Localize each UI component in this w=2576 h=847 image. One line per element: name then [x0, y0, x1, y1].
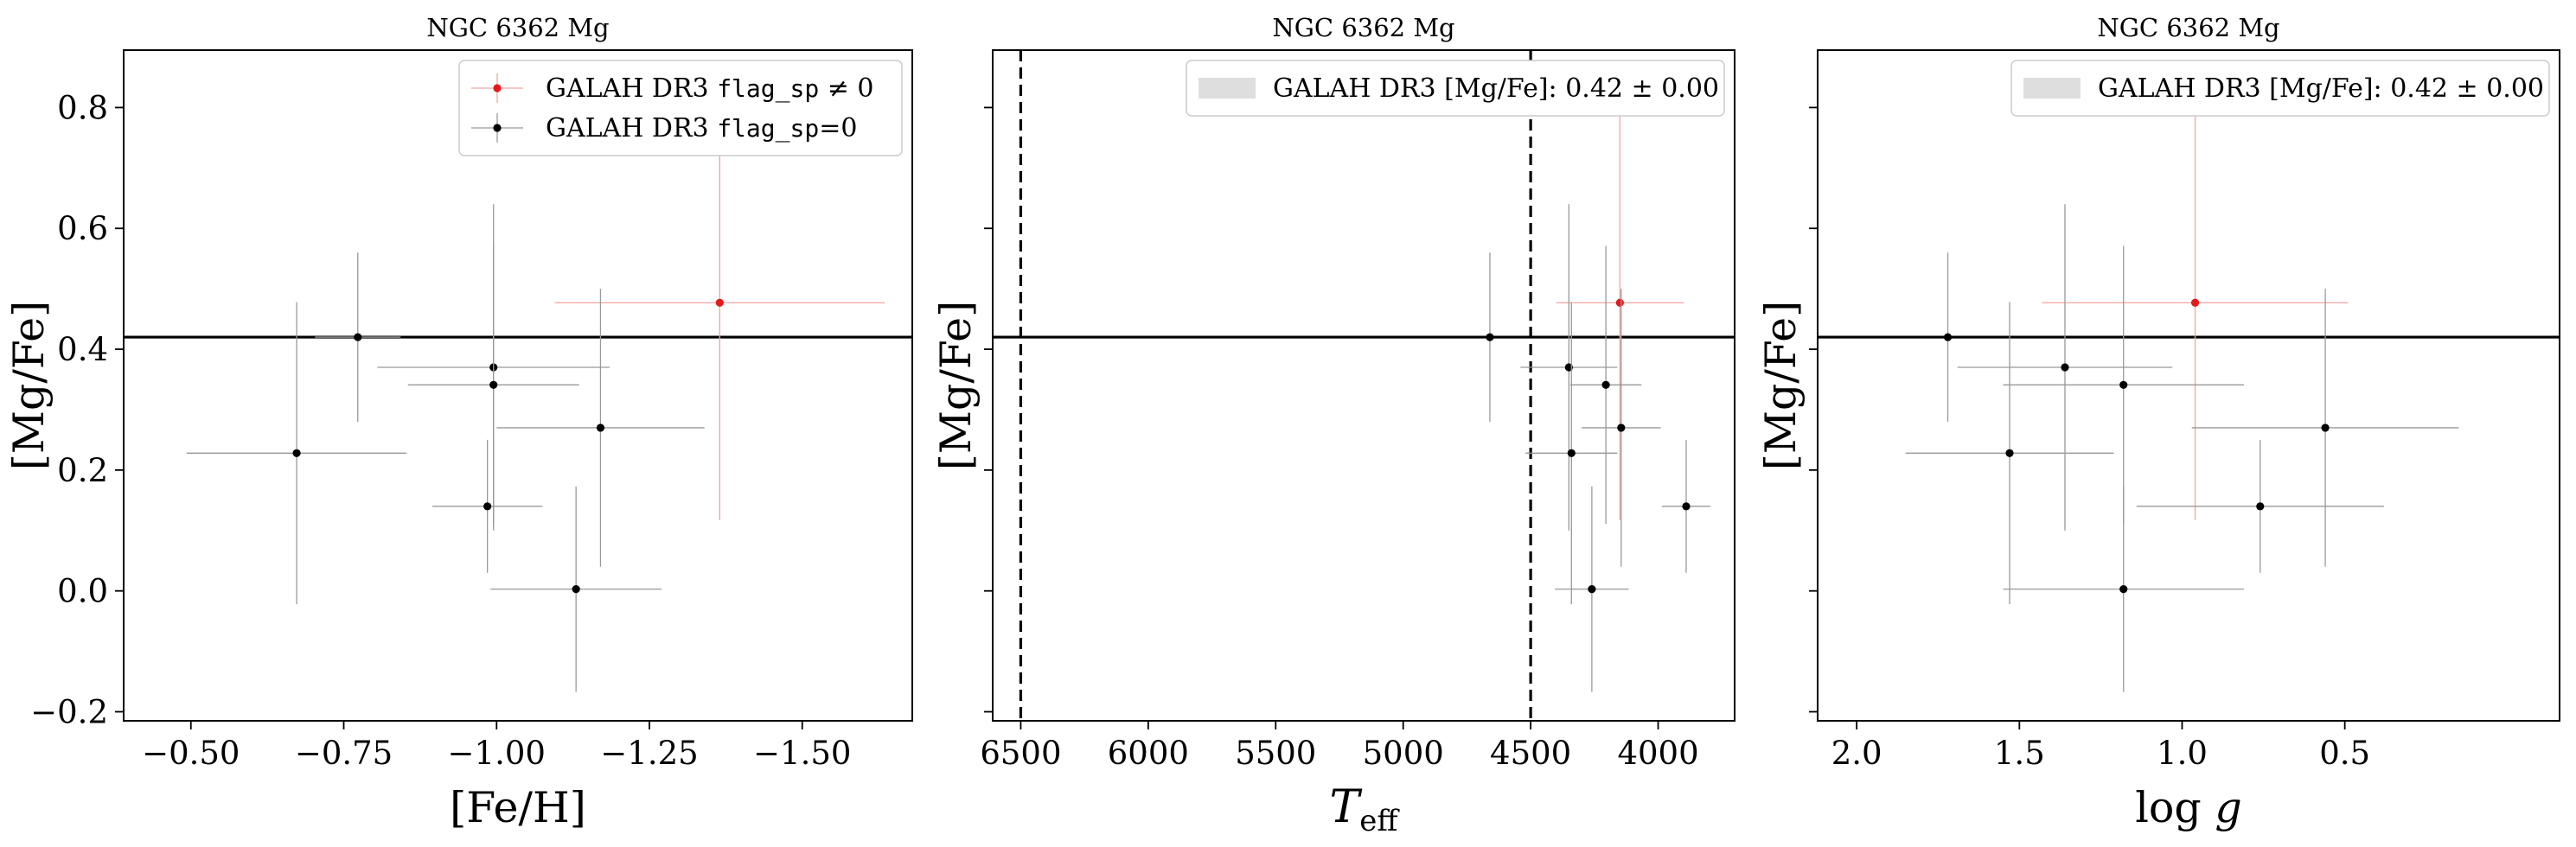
unflagged-point [1661, 439, 1710, 573]
x-axis-label: Teff [1330, 781, 1401, 838]
data-marker [2061, 363, 2069, 372]
unflagged-point [496, 289, 705, 567]
panel-1: −0.50 −0.75 −1.00 −1.25 −1.50 −0.2 0.0 0.2 0.4 0.… [4, 13, 913, 832]
axes-frame [1817, 49, 2560, 722]
data-marker [2256, 502, 2265, 511]
legend: GALAH DR3 [Mg/Fe]: 0.42 ± 0.00 [2010, 60, 2550, 117]
data-marker [715, 298, 724, 307]
y-tick-label: 0.6 [57, 210, 108, 247]
x-tick-label: 1.0 [2157, 735, 2208, 772]
unflagged-point [2191, 289, 2459, 567]
unflagged-point [1555, 486, 1629, 692]
flagged-point [554, 85, 885, 520]
unflagged-point [1905, 302, 2114, 605]
data-marker [1567, 449, 1576, 457]
axes-frame [123, 49, 913, 722]
plot-area [993, 50, 1735, 721]
data-marker [1486, 333, 1494, 341]
legend-label: GALAH DR3 [Mg/Fe]: 0.42 ± 0.00 [1273, 73, 1719, 104]
data-marker [2321, 424, 2330, 432]
legend: GALAH DR3 [Mg/Fe]: 0.42 ± 0.00 [1186, 60, 1725, 117]
panel-3: 2.0 1.5 1.0 0.5 NGC 6362 Mg [Mg/Fe] log g GALAH… [1756, 13, 2560, 832]
legend-marker-dot [493, 124, 502, 132]
unflagged-point [186, 302, 407, 605]
unflagged-point [2003, 486, 2244, 692]
x-tick-label: 6500 [980, 735, 1061, 772]
data-marker [1601, 380, 1610, 389]
flagged-point [1556, 85, 1684, 520]
data-marker [572, 584, 580, 594]
x-tick-label: −1.25 [600, 735, 698, 772]
x-axis-label: [Fe/H] [450, 783, 586, 832]
data-marker [354, 333, 362, 341]
unflagged-point [1520, 204, 1618, 531]
data-marker [1943, 333, 1953, 341]
panel-title: NGC 6362 Mg [1272, 13, 1454, 42]
unflagged-point [1957, 204, 2173, 531]
axes-frame [992, 49, 1735, 722]
y-tick-label: 0.4 [57, 331, 108, 368]
x-tick-label: 2.0 [1831, 735, 1882, 772]
unflagged-point [407, 245, 579, 525]
y-axis-label: [Mg/Fe] [931, 301, 981, 471]
unflagged-point [432, 439, 543, 573]
legend-frame [458, 60, 903, 156]
panel-2: 6500 6000 5500 5000 4500 4000 NGC 6362 Mg [Mg/F… [931, 13, 1735, 838]
panel-title: NGC 6362 Mg [2097, 13, 2279, 42]
legend-band-swatch [1199, 78, 1256, 99]
unflagged-point [1582, 289, 1661, 567]
plot-area [1818, 85, 2560, 692]
legend-label: GALAH DR3 [Mg/Fe]: 0.42 ± 0.00 [2098, 73, 2544, 104]
x-tick-label: 5500 [1235, 735, 1316, 772]
unflagged-point [2003, 245, 2244, 525]
x-tick-label: 1.5 [1994, 735, 2045, 772]
unflagged-point [490, 486, 662, 692]
legend-frame [1186, 60, 1725, 117]
data-marker [489, 380, 498, 389]
data-marker [483, 502, 492, 511]
x-tick-label: 4500 [1490, 735, 1571, 772]
y-tick-label: 0.8 [57, 89, 108, 126]
unflagged-point [1486, 252, 1494, 422]
x-tick-label: 6000 [1108, 735, 1189, 772]
data-marker [2119, 584, 2128, 594]
y-tick-label: 0.0 [57, 573, 108, 610]
y-axis-label: [Mg/Fe] [1756, 301, 1806, 471]
x-axis-label: log g [2135, 783, 2242, 832]
data-marker [2190, 298, 2200, 307]
unflagged-point [1525, 302, 1618, 605]
data-marker [1617, 424, 1626, 432]
legend-label: GALAH DR3 flag_sp ≠ 0 [546, 73, 874, 104]
x-tick-label: −0.50 [142, 735, 240, 772]
data-marker [2005, 449, 2014, 457]
y-tick-label: −0.2 [30, 694, 108, 731]
y-axis-label: [Mg/Fe] [4, 301, 54, 471]
legend-band-swatch [2023, 78, 2081, 99]
x-tick-label: −0.75 [295, 735, 393, 772]
data-marker [2119, 380, 2128, 389]
x-tick-label: 4000 [1617, 735, 1698, 772]
plot-area [124, 85, 912, 692]
legend-frame [2010, 60, 2550, 117]
data-marker [1615, 298, 1624, 307]
x-tick-label: 0.5 [2319, 735, 2370, 772]
legend: GALAH DR3 flag_sp ≠ 0 GALAH DR3 flag_sp=0 [458, 60, 903, 156]
legend-marker-dot [493, 84, 502, 92]
data-marker [596, 424, 605, 432]
data-marker [1682, 502, 1691, 511]
unflagged-point [1943, 252, 1953, 422]
x-tick-label: −1.50 [753, 735, 851, 772]
y-tick-label: 0.2 [57, 452, 108, 489]
x-tick-label: 5000 [1363, 735, 1444, 772]
unflagged-point [1569, 245, 1642, 525]
unflagged-point [2136, 439, 2384, 573]
legend-label: GALAH DR3 flag_sp=0 [546, 113, 857, 143]
x-tick-label: −1.00 [448, 735, 546, 772]
data-marker [1588, 584, 1596, 594]
unflagged-point [315, 252, 401, 422]
flagged-point [2042, 85, 2349, 520]
data-marker [292, 449, 301, 457]
panel-title: NGC 6362 Mg [426, 13, 609, 42]
